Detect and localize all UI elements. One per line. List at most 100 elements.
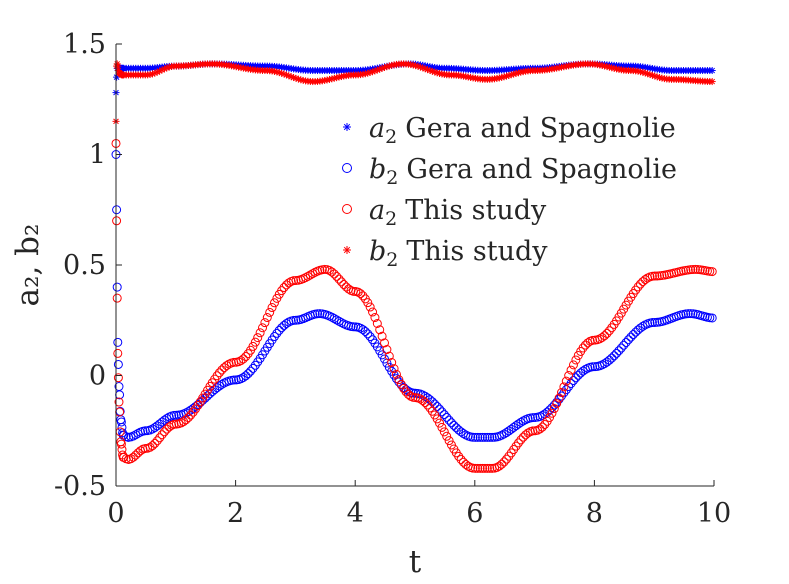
data-point — [456, 427, 466, 437]
data-point — [327, 312, 337, 322]
legend-marker — [343, 123, 351, 131]
data-point — [183, 413, 193, 423]
x-axis-title: t — [409, 544, 422, 580]
data-point — [279, 283, 289, 293]
data-point — [537, 422, 547, 432]
data-point — [212, 383, 222, 393]
data-point — [568, 360, 578, 370]
data-point — [272, 328, 282, 338]
data-point — [444, 415, 454, 425]
data-point — [492, 462, 502, 472]
data-point — [334, 316, 344, 326]
data-point — [372, 318, 382, 328]
data-point — [616, 343, 626, 353]
data-point — [229, 357, 239, 367]
data-point — [380, 338, 390, 348]
data-point — [564, 371, 574, 381]
data-point — [334, 274, 344, 284]
data-point — [313, 309, 323, 319]
data-point — [289, 315, 299, 325]
data-point — [475, 463, 485, 473]
data-point — [647, 271, 657, 281]
data-point — [485, 463, 495, 473]
data-point — [482, 463, 492, 473]
data-point — [708, 78, 716, 86]
data-point — [387, 358, 397, 368]
data-point — [329, 314, 339, 324]
x-tick-label: 10 — [697, 498, 731, 529]
data-point — [571, 355, 581, 365]
data-point — [707, 313, 717, 323]
data-point — [159, 427, 169, 437]
data-point — [609, 351, 619, 361]
data-point — [561, 376, 571, 386]
data-point — [248, 363, 258, 373]
data-point — [504, 451, 514, 461]
x-tick-label: 2 — [227, 498, 244, 529]
data-point — [566, 365, 576, 375]
y-tick-label: 1 — [89, 140, 106, 171]
legend-label: b2 This study — [369, 236, 548, 271]
data-point — [442, 412, 452, 422]
data-point — [420, 398, 430, 408]
data-point — [480, 463, 490, 473]
data-point — [250, 337, 260, 347]
data-point — [499, 457, 509, 467]
data-point — [368, 307, 378, 317]
data-point — [686, 309, 696, 319]
data-point — [442, 431, 452, 441]
data-point — [113, 337, 123, 347]
data-point — [159, 415, 169, 425]
data-point — [391, 369, 401, 379]
y-axis-title: a₂, b₂ — [10, 224, 46, 307]
legend: a2 Gera and Spagnolie b2 Gera and Spagnolie… — [342, 113, 677, 271]
data-point — [533, 425, 543, 435]
legend-entry: b2 This study — [343, 236, 548, 271]
data-point — [597, 360, 607, 370]
y-tick-label: -0.5 — [54, 471, 106, 502]
data-point — [454, 451, 464, 461]
data-point — [152, 436, 162, 446]
data-point — [478, 432, 488, 442]
data-point — [473, 463, 483, 473]
data-point — [549, 400, 559, 410]
data-point — [113, 359, 123, 369]
data-point — [241, 371, 251, 381]
data-point — [607, 353, 617, 363]
data-point — [112, 282, 122, 292]
series-2 — [111, 138, 717, 473]
data-point — [619, 340, 629, 350]
data-point — [267, 303, 277, 313]
data-point — [564, 382, 574, 392]
x-tick-label: 8 — [586, 498, 603, 529]
data-point — [535, 424, 545, 434]
data-point — [635, 279, 645, 289]
data-point — [566, 378, 576, 388]
x-tick-label: 6 — [466, 498, 483, 529]
data-point — [501, 428, 511, 438]
data-point — [348, 322, 358, 332]
data-point — [163, 64, 171, 72]
data-point — [112, 293, 122, 303]
data-point — [475, 432, 485, 442]
data-point — [626, 332, 636, 342]
data-point — [260, 318, 270, 328]
data-point — [499, 429, 509, 439]
data-point — [621, 337, 631, 347]
data-point — [212, 371, 222, 381]
data-point — [497, 430, 507, 440]
data-point — [595, 334, 605, 344]
data-point — [327, 267, 337, 277]
data-point — [631, 285, 641, 295]
data-point — [511, 441, 521, 451]
legend-label: a2 This study — [369, 195, 547, 230]
data-point — [186, 410, 196, 420]
data-point — [356, 289, 366, 299]
data-point — [262, 313, 272, 323]
data-point — [600, 359, 610, 369]
data-point — [439, 410, 449, 420]
data-point — [511, 421, 521, 431]
data-point — [131, 430, 141, 440]
data-point — [181, 408, 191, 418]
